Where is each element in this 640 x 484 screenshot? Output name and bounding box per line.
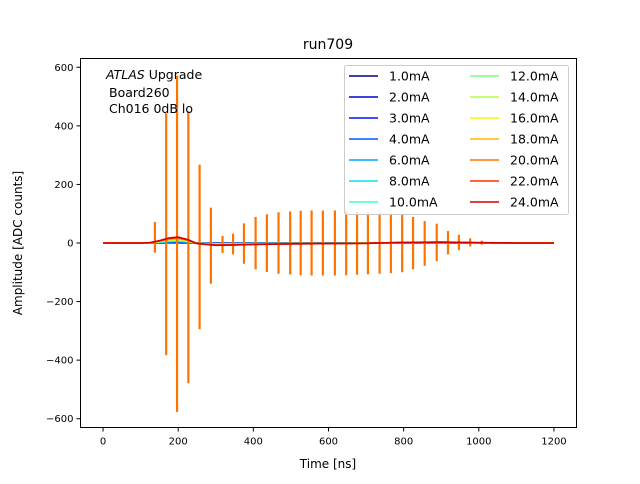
y-axis-label: Amplitude [ADC counts] <box>11 171 25 315</box>
legend-label: 10.0mA <box>389 195 438 210</box>
x-axis-label: Time [ns] <box>299 457 356 471</box>
x-tick-label: 1200 <box>541 437 566 448</box>
x-tick-label: 400 <box>244 437 263 448</box>
legend-label: 24.0mA <box>510 195 559 210</box>
y-tick-label: −400 <box>46 356 73 367</box>
legend-label: 14.0mA <box>510 90 559 105</box>
y-tick-label: 600 <box>54 63 73 74</box>
y-tick-label: 400 <box>54 121 73 132</box>
legend-label: 20.0mA <box>510 153 559 168</box>
channel-annotation: Ch016 0dB lo <box>109 101 193 116</box>
legend-label: 6.0mA <box>389 153 430 168</box>
legend-label: 4.0mA <box>389 132 430 147</box>
legend-label: 12.0mA <box>510 69 559 84</box>
board-annotation: Board260 <box>109 85 170 100</box>
legend: 1.0mA 2.0mA 3.0mA 4.0mA 6.0mA 8.0mA 10.0mA 12.0… <box>345 66 569 215</box>
atlas-upgrade-label: Upgrade <box>145 67 203 82</box>
legend-label: 8.0mA <box>389 174 430 189</box>
x-tick-label: 1000 <box>466 437 491 448</box>
legend-label: 22.0mA <box>510 174 559 189</box>
x-tick-label: 200 <box>169 437 188 448</box>
y-tick-label: −200 <box>46 297 73 308</box>
y-tick-label: −600 <box>46 414 73 425</box>
legend-label: 2.0mA <box>389 90 430 105</box>
legend-label: 16.0mA <box>510 111 559 126</box>
y-tick-label: 200 <box>54 180 73 191</box>
legend-label: 3.0mA <box>389 111 430 126</box>
x-tick-label: 0 <box>100 437 106 448</box>
x-tick-label: 800 <box>394 437 413 448</box>
x-tick-label: 600 <box>319 437 338 448</box>
legend-label: 1.0mA <box>389 69 430 84</box>
chart-title: run709 <box>303 37 353 53</box>
legend-label: 18.0mA <box>510 132 559 147</box>
atlas-label: ATLAS <box>105 67 145 82</box>
atlas-annotation: ATLAS Upgrade <box>105 67 202 82</box>
y-tick-label: 0 <box>67 239 73 250</box>
